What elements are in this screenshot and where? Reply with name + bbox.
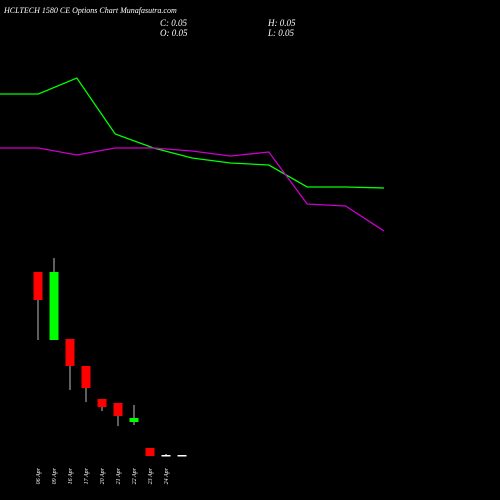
candle-body: [33, 272, 43, 300]
candle-body: [113, 403, 123, 416]
x-tick-label: 22 Apr: [132, 467, 138, 484]
chart-title: HCLTECH 1580 CE Options Chart Munafasutr…: [3, 6, 177, 15]
x-tick-label: 09 Apr: [52, 467, 58, 484]
x-tick-label: 20 Apr: [100, 467, 106, 484]
ohlc-label: L: 0.05: [267, 28, 295, 38]
candle-body: [65, 339, 75, 366]
x-tick-label: 23 Apr: [148, 467, 154, 484]
ma-line: [0, 147, 385, 232]
candle-body: [145, 448, 155, 456]
x-tick-label: 21 Apr: [116, 467, 122, 484]
candle-body: [129, 418, 139, 422]
ohlc-label: O: 0.05: [160, 28, 188, 38]
ohlc-label: H: 0.05: [267, 18, 296, 28]
candle-body: [97, 399, 107, 407]
x-tick-label: 16 Apr: [68, 467, 74, 484]
candle-body: [81, 366, 91, 388]
candle-body: [49, 272, 59, 340]
ma-line: [0, 77, 385, 189]
x-tick-label: 17 Apr: [84, 467, 90, 484]
candle-body: [161, 455, 171, 457]
ohlc-label: C: 0.05: [160, 18, 188, 28]
candle-body: [177, 455, 187, 457]
x-tick-label: 06 Apr: [36, 467, 42, 484]
x-tick-label: 24 Apr: [163, 467, 170, 484]
